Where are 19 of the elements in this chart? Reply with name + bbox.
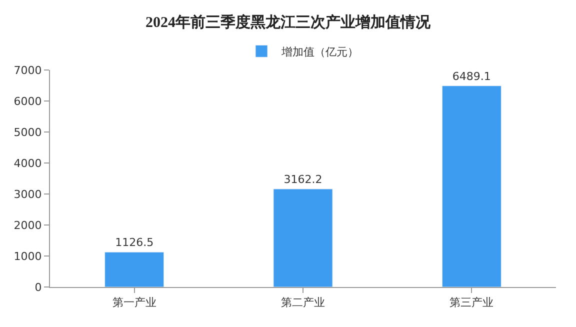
- x-tick-label: 第二产业: [281, 296, 325, 310]
- x-tick-label: 第三产业: [450, 296, 494, 310]
- bar: [104, 252, 164, 287]
- x-tick-label: 第一产业: [112, 296, 156, 310]
- y-tick-label: 4000: [14, 156, 42, 170]
- y-tick-label: 7000: [14, 64, 42, 77]
- data-label: 1126.5: [115, 236, 154, 250]
- y-tick-label: 6000: [14, 94, 42, 108]
- bar: [273, 188, 333, 287]
- y-tick-label: 5000: [14, 126, 42, 139]
- data-label: 6489.1: [452, 70, 491, 83]
- chart-title: 2024年前三季度黑龙江三次产业增加值情况: [146, 12, 432, 31]
- legend-label: 增加值（亿元）: [280, 45, 358, 58]
- data-label: 3162.2: [284, 172, 322, 186]
- y-tick-label: 0: [34, 280, 42, 294]
- bar: [442, 86, 502, 287]
- y-tick-label: 3000: [14, 188, 42, 201]
- y-tick-label: 1000: [14, 250, 42, 263]
- y-tick-label: 2000: [14, 218, 42, 232]
